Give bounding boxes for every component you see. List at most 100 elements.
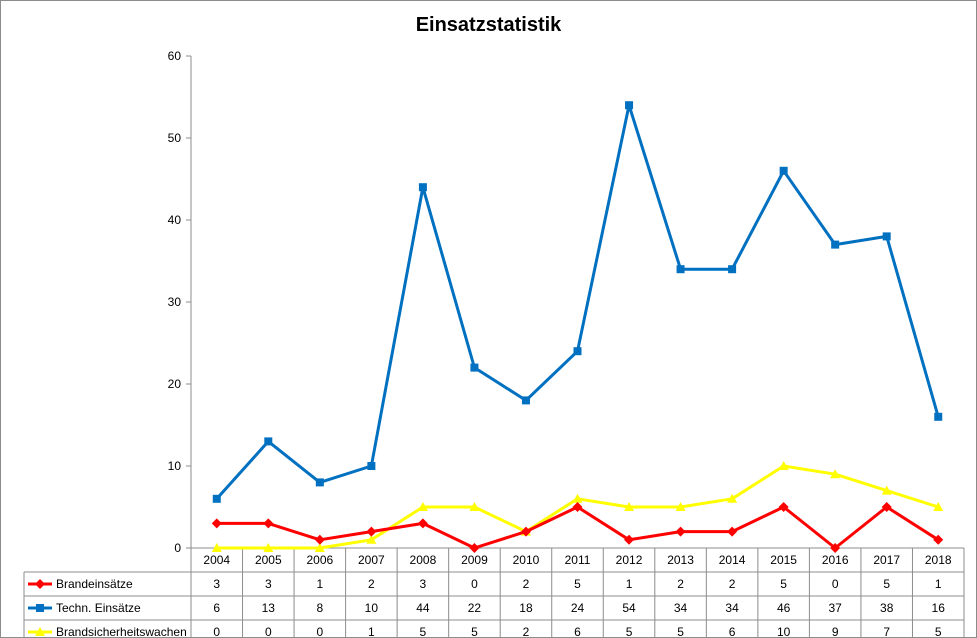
data-point-2 <box>933 502 944 511</box>
table-cell-value: 22 <box>468 601 482 615</box>
x-tick-label: 2018 <box>925 553 952 567</box>
legend-series-name: Brandsicherheitswachen <box>56 625 187 638</box>
table-cell-value: 2 <box>368 577 375 591</box>
table-cell-value: 2 <box>729 577 736 591</box>
table-cell-value: 3 <box>265 577 272 591</box>
table-cell-value: 0 <box>471 577 478 591</box>
table-cell-value: 3 <box>213 577 220 591</box>
data-point-0 <box>675 526 686 537</box>
table-cell-value: 37 <box>828 601 842 615</box>
x-tick-label: 2009 <box>461 553 488 567</box>
x-tick-label: 2008 <box>410 553 437 567</box>
data-point-2 <box>830 469 841 479</box>
table-cell-value: 10 <box>777 625 791 638</box>
data-point-2 <box>366 534 377 544</box>
table-cell-value: 1 <box>626 577 633 591</box>
y-tick-label: 0 <box>174 541 181 555</box>
data-point-1 <box>521 396 530 405</box>
legend-series-name: Brandeinsätze <box>56 577 133 591</box>
table-cell-value: 5 <box>935 625 942 638</box>
table-cell-value: 5 <box>420 625 427 638</box>
data-point-1 <box>212 494 221 503</box>
x-tick-label: 2006 <box>306 553 333 567</box>
x-tick-label: 2017 <box>873 553 900 567</box>
table-cell-value: 46 <box>777 601 791 615</box>
data-point-1 <box>573 347 582 356</box>
y-tick-label: 40 <box>168 213 182 227</box>
data-point-2 <box>675 502 686 511</box>
data-point-1 <box>315 478 324 487</box>
data-point-1 <box>882 232 891 241</box>
data-point-1 <box>831 240 840 249</box>
table-cell-value: 0 <box>213 625 220 638</box>
table-cell-value: 5 <box>780 577 787 591</box>
table-cell-value: 1 <box>316 577 323 591</box>
data-point-1 <box>728 265 737 274</box>
x-tick-label: 2013 <box>667 553 694 567</box>
table-cell-value: 54 <box>622 601 636 615</box>
x-tick-label: 2011 <box>565 553 591 567</box>
table-cell-value: 9 <box>832 625 839 638</box>
table-cell-value: 5 <box>626 625 633 638</box>
data-point-0 <box>263 518 274 529</box>
table-cell-value: 7 <box>883 625 890 638</box>
legend-series-name: Techn. Einsätze <box>56 601 141 615</box>
table-cell-value: 5 <box>471 625 478 638</box>
x-tick-label: 2010 <box>513 553 540 567</box>
x-tick-label: 2014 <box>719 553 746 567</box>
data-point-0 <box>727 526 738 537</box>
data-point-0 <box>520 526 531 537</box>
table-cell-value: 5 <box>574 577 581 591</box>
table-cell-value: 8 <box>316 601 323 615</box>
x-tick-label: 2015 <box>770 553 797 567</box>
data-point-1 <box>264 437 273 446</box>
data-point-0 <box>417 518 428 529</box>
table-cell-value: 0 <box>265 625 272 638</box>
legend-key-marker <box>35 627 45 636</box>
x-tick-label: 2004 <box>203 553 230 567</box>
data-point-1 <box>625 101 634 110</box>
data-point-0 <box>366 526 377 537</box>
data-point-1 <box>367 462 376 470</box>
table-cell-value: 44 <box>416 601 430 615</box>
data-point-0 <box>211 518 222 529</box>
data-point-0 <box>314 534 325 545</box>
y-tick-label: 60 <box>168 49 182 63</box>
data-point-2 <box>624 502 635 511</box>
data-point-2 <box>469 502 480 511</box>
table-cell-value: 34 <box>725 601 739 615</box>
table-cell-value: 6 <box>729 625 736 638</box>
x-tick-label: 2005 <box>255 553 282 567</box>
table-cell-value: 10 <box>365 601 379 615</box>
table-cell-value: 2 <box>677 577 684 591</box>
data-point-0 <box>572 502 583 512</box>
data-point-0 <box>830 543 841 553</box>
data-point-1 <box>934 412 943 421</box>
table-cell-value: 2 <box>523 577 530 591</box>
table-cell-value: 16 <box>932 601 946 615</box>
y-tick-label: 50 <box>168 131 182 145</box>
table-cell-value: 5 <box>883 577 890 591</box>
data-point-2 <box>881 485 892 495</box>
table-cell-value: 6 <box>213 601 220 615</box>
legend-key-marker <box>36 604 44 612</box>
data-point-1 <box>470 363 479 372</box>
data-point-1 <box>418 183 427 192</box>
data-point-2 <box>314 543 325 552</box>
y-tick-label: 30 <box>168 295 182 309</box>
x-tick-label: 2012 <box>616 553 643 567</box>
data-point-0 <box>881 502 892 512</box>
table-cell-value: 1 <box>368 625 375 638</box>
data-point-2 <box>211 543 222 552</box>
x-tick-label: 2016 <box>822 553 849 567</box>
table-cell-value: 6 <box>574 625 581 638</box>
table-cell-value: 3 <box>420 577 427 591</box>
data-point-2 <box>727 493 738 503</box>
series-line-0 <box>216 505 940 550</box>
data-point-0 <box>469 543 480 553</box>
table-cell-value: 1 <box>935 577 942 591</box>
data-point-2 <box>263 543 274 552</box>
data-point-1 <box>779 166 788 175</box>
table-cell-value: 2 <box>523 625 530 638</box>
